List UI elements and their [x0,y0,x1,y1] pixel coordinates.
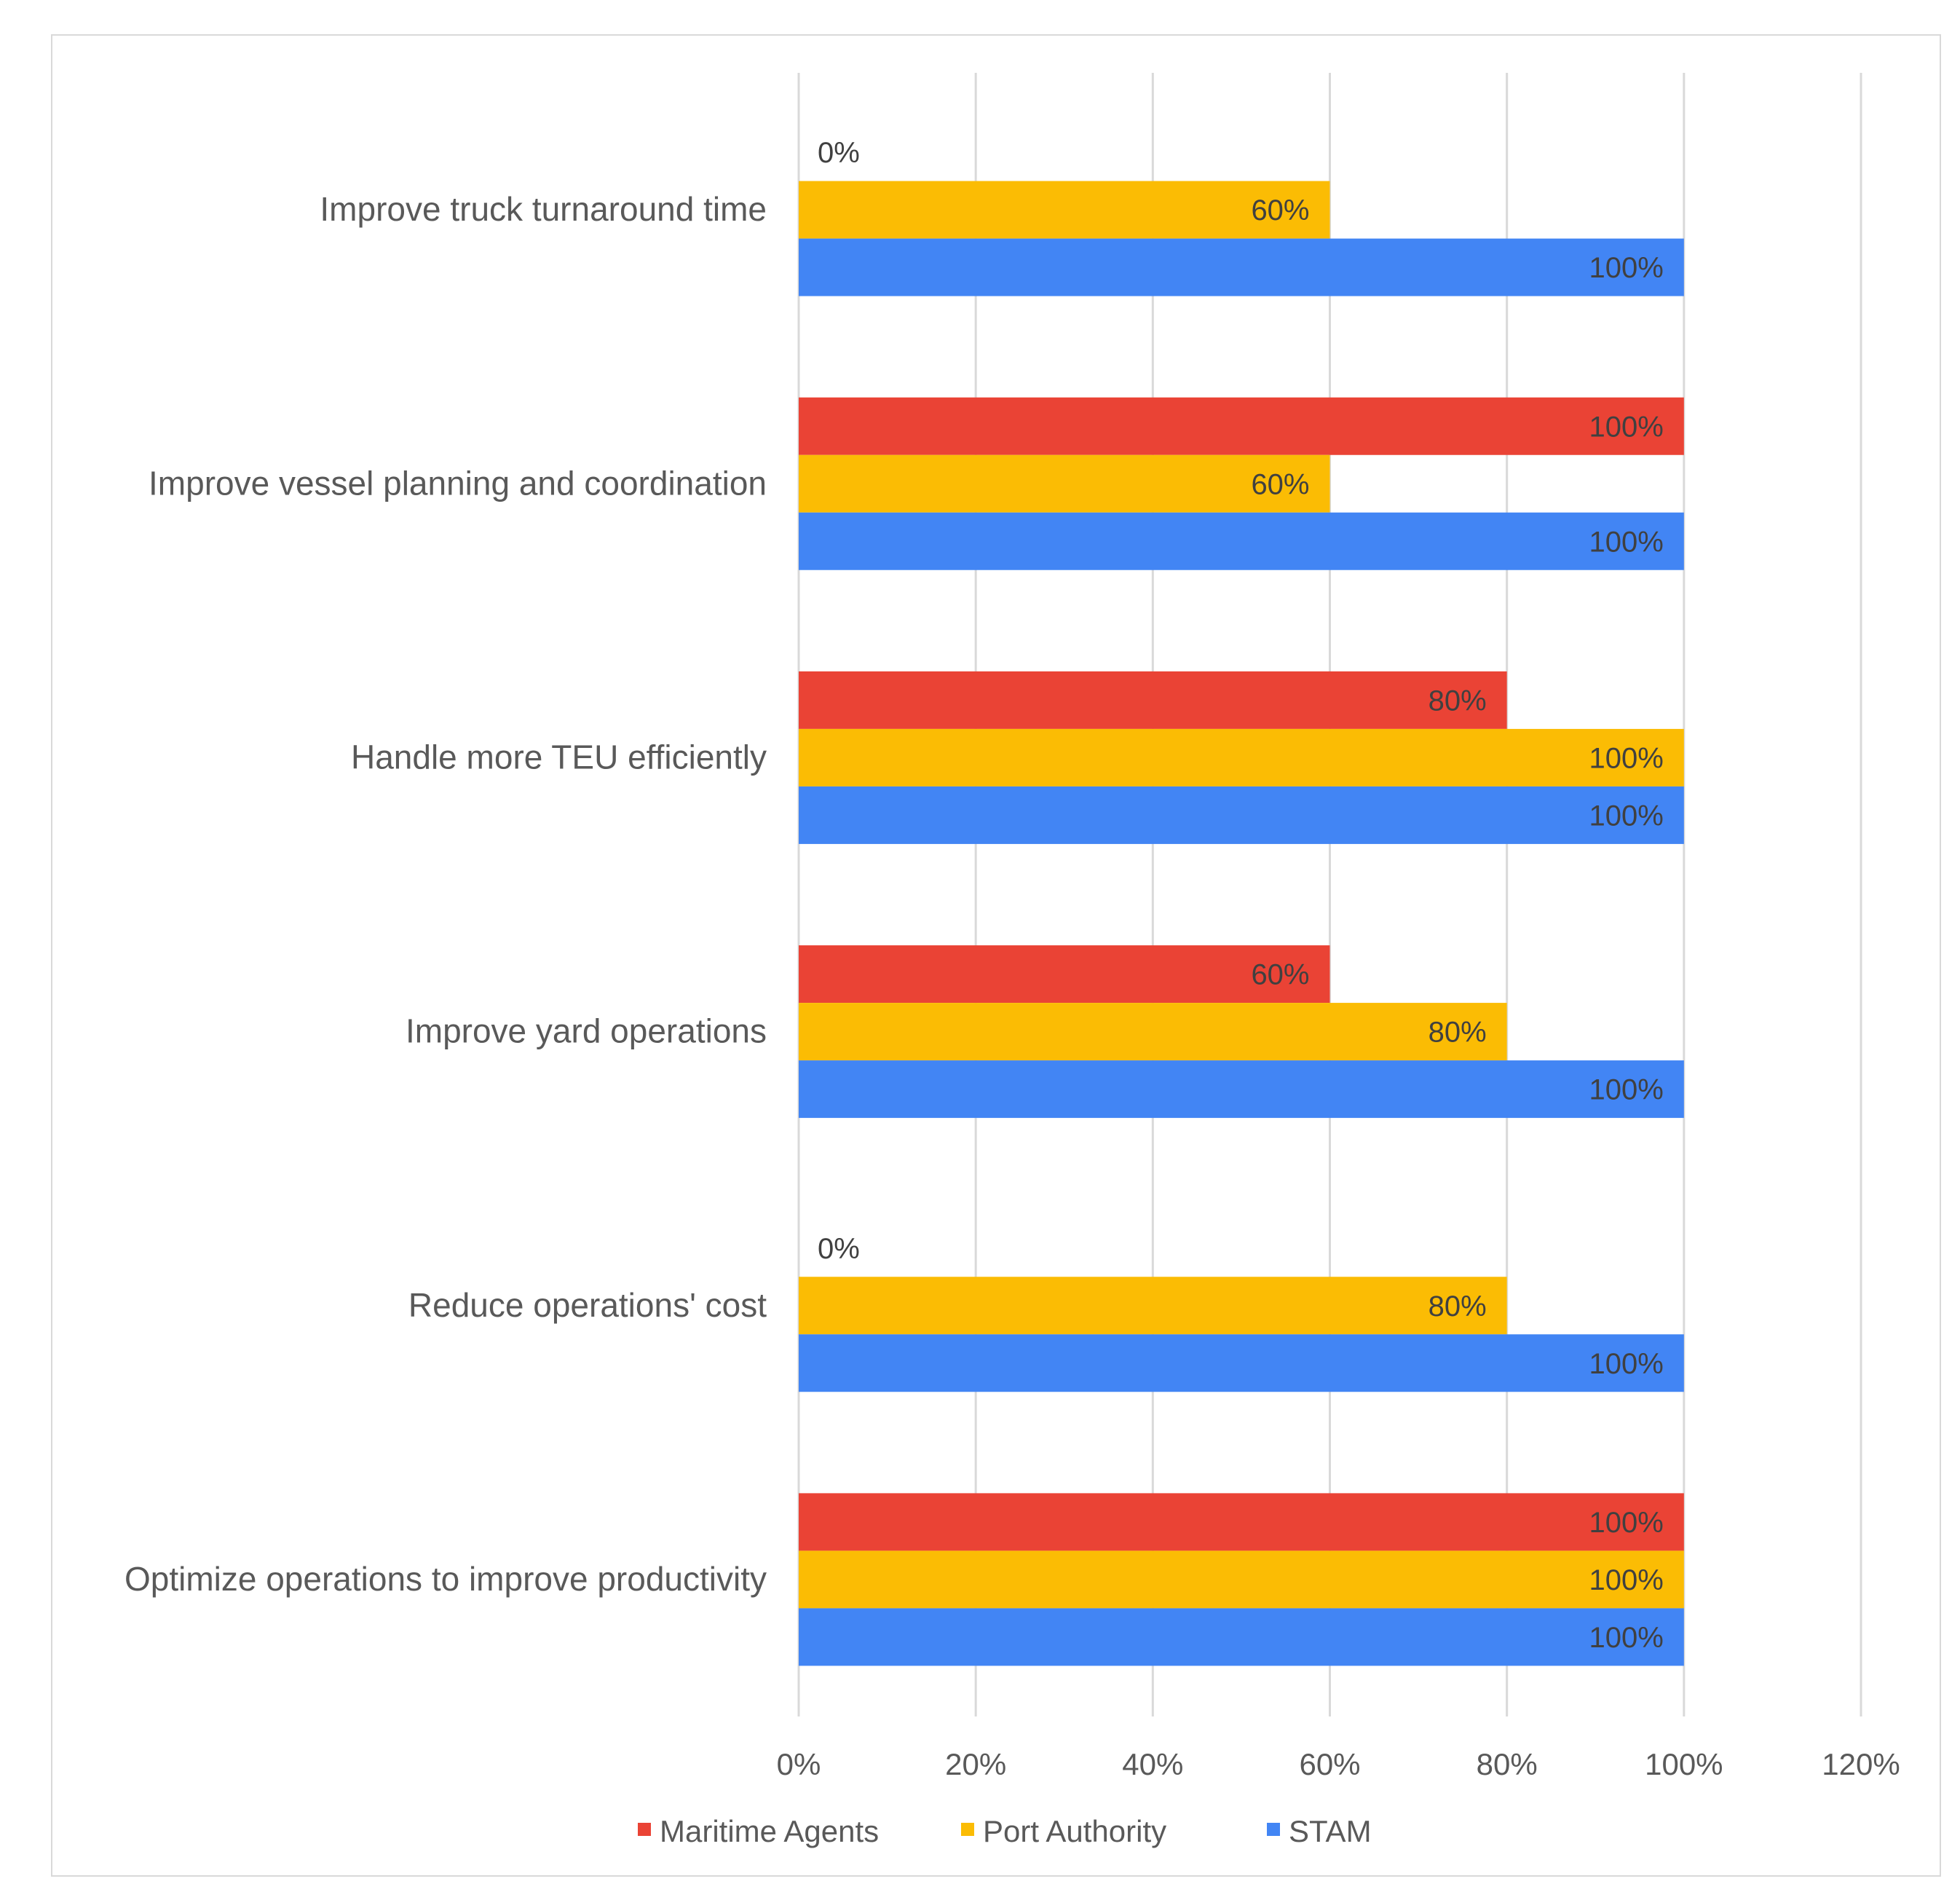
legend-label-maritime-agents: Maritime Agents [660,1814,879,1848]
bar-port-authority-improve-yard-operations [799,1003,1507,1061]
x-tick-label-120: 120% [1822,1747,1900,1781]
bar-port-authority-reduce-operations-cost [799,1277,1507,1335]
data-label-stam-improve-truck-turnaround-time: 100% [1589,252,1664,284]
bar-stam-reduce-operations-cost [799,1334,1684,1392]
data-label-maritime-agents-improve-yard-operations: 60% [1251,959,1309,991]
category-label-improve-truck-turnaround-time: Improve truck turnaround time [320,190,767,228]
x-tick-label-60: 60% [1299,1747,1360,1781]
data-label-stam-reduce-operations-cost: 100% [1589,1348,1664,1380]
bar-port-authority-handle-more-teu-efficiently [799,728,1684,787]
x-tick-label-100: 100% [1645,1747,1723,1781]
category-label-handle-more-teu-efficiently: Handle more TEU efficiently [351,738,767,776]
bar-stam-improve-truck-turnaround-time [799,238,1684,296]
legend-swatch-maritime-agents [638,1823,651,1836]
x-tick-label-20: 20% [945,1747,1006,1781]
legend-swatch-stam [1267,1823,1280,1836]
bar-port-authority-improve-truck-turnaround-time [799,181,1330,239]
bar-stam-handle-more-teu-efficiently [799,786,1684,844]
category-label-improve-vessel-planning-and-coordination: Improve vessel planning and coordination [149,464,767,502]
category-label-improve-yard-operations: Improve yard operations [406,1012,767,1050]
data-label-stam-improve-yard-operations: 100% [1589,1074,1664,1106]
data-label-port-authority-improve-yard-operations: 80% [1428,1017,1487,1049]
data-label-stam-optimize-operations-to-improve-productivity: 100% [1589,1622,1664,1654]
data-label-maritime-agents-reduce-operations-cost: 0% [818,1233,860,1265]
data-label-port-authority-optimize-operations-to-improve-productivity: 100% [1589,1564,1664,1596]
data-label-port-authority-improve-truck-turnaround-time: 60% [1251,194,1309,226]
bar-maritime-agents-improve-yard-operations [799,945,1330,1004]
bar-stam-improve-vessel-planning-and-coordination [799,512,1684,570]
data-label-maritime-agents-optimize-operations-to-improve-productivity: 100% [1589,1507,1664,1539]
bar-stam-improve-yard-operations [799,1060,1684,1119]
legend-swatch-port-authority [961,1823,974,1836]
data-label-stam-improve-vessel-planning-and-coordination: 100% [1589,526,1664,558]
bar-stam-optimize-operations-to-improve-productivity [799,1608,1684,1666]
x-tick-label-0: 0% [777,1747,821,1781]
category-label-optimize-operations-to-improve-productivity: Optimize operations to improve productiv… [125,1560,767,1598]
x-tick-label-80: 80% [1477,1747,1538,1781]
x-tick-label-40: 40% [1122,1747,1183,1781]
bar-maritime-agents-optimize-operations-to-improve-productivity [799,1493,1684,1551]
bar-maritime-agents-handle-more-teu-efficiently [799,671,1507,729]
data-label-port-authority-improve-vessel-planning-and-coordination: 60% [1251,468,1309,500]
bar-port-authority-improve-vessel-planning-and-coordination [799,454,1330,513]
legend-label-stam: STAM [1289,1814,1372,1848]
data-label-port-authority-reduce-operations-cost: 80% [1428,1290,1487,1322]
data-label-maritime-agents-improve-vessel-planning-and-coordination: 100% [1589,411,1664,443]
data-label-maritime-agents-improve-truck-turnaround-time: 0% [818,137,860,169]
data-label-stam-handle-more-teu-efficiently: 100% [1589,800,1664,832]
category-label-reduce-operations-cost: Reduce operations' cost [408,1286,767,1324]
legend-label-port-authority: Port Authority [983,1814,1166,1848]
data-label-maritime-agents-handle-more-teu-efficiently: 80% [1428,685,1487,717]
bar-port-authority-optimize-operations-to-improve-productivity [799,1550,1684,1609]
data-label-port-authority-handle-more-teu-efficiently: 100% [1589,742,1664,774]
bar-maritime-agents-improve-vessel-planning-and-coordination [799,397,1684,455]
